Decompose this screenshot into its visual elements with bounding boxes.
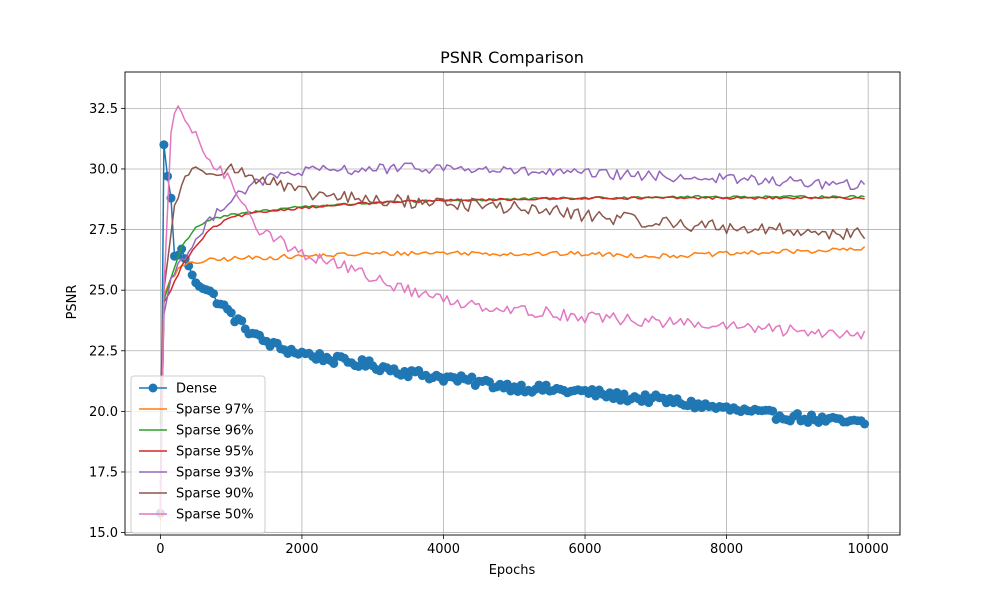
data-point: [237, 316, 247, 326]
y-tick-label: 22.5: [89, 344, 118, 359]
chart-title: PSNR Comparison: [440, 48, 584, 67]
x-tick-label: 8000: [710, 542, 743, 557]
y-tick-label: 27.5: [89, 223, 118, 238]
data-point: [357, 355, 367, 365]
data-point: [315, 349, 325, 358]
data-point: [467, 372, 477, 382]
data-point: [637, 396, 647, 406]
data-point: [329, 359, 339, 368]
x-tick-label: 2000: [285, 542, 318, 557]
legend-label: Sparse 97%: [176, 403, 254, 418]
data-point: [354, 362, 364, 371]
series-sparse-95: [159, 196, 865, 509]
legend-label: Sparse 50%: [176, 508, 254, 523]
legend-item-sparse-95: Sparse 95%: [139, 445, 254, 460]
data-point: [803, 417, 813, 427]
y-tick-label: 32.5: [89, 102, 118, 117]
series-line-sparse-97: [159, 246, 866, 521]
series-group: [155, 105, 870, 521]
legend-item-dense: Dense: [139, 382, 217, 397]
data-point: [516, 380, 526, 390]
legend-item-sparse-96: Sparse 96%: [139, 424, 254, 439]
series-line-sparse-95: [159, 196, 865, 509]
series-sparse-97: [159, 246, 866, 521]
axis-ticks: 0 2000 4000 6000 8000 10000 15.0 17.5 20.0 22.5 25…: [89, 102, 889, 557]
y-tick-label: 15.0: [89, 526, 118, 541]
legend-label: Sparse 93%: [176, 466, 254, 481]
legend-label: Sparse 96%: [176, 424, 254, 439]
series-sparse-50: [159, 105, 866, 511]
axes-frame: [124, 71, 901, 536]
data-point: [612, 388, 622, 397]
x-tick-label: 10000: [847, 542, 888, 557]
y-axis-label: PSNR: [65, 285, 80, 320]
legend-label: Sparse 95%: [176, 445, 254, 460]
x-tick-label: 0: [156, 542, 164, 557]
data-point: [640, 390, 650, 400]
data-point: [209, 289, 218, 299]
y-tick-label: 30.0: [89, 162, 118, 177]
legend-item-sparse-50: Sparse 50%: [139, 508, 254, 523]
legend-item-sparse-93: Sparse 93%: [139, 466, 254, 481]
y-tick-label: 20.0: [89, 405, 118, 420]
y-tick-label: 25.0: [89, 284, 118, 299]
data-point: [619, 389, 629, 399]
series-line-sparse-90: [159, 163, 866, 412]
legend-item-sparse-90: Sparse 90%: [139, 487, 254, 502]
data-point: [860, 419, 870, 429]
legend-marker: [148, 383, 158, 393]
data-point: [792, 409, 802, 419]
data-point: [226, 308, 236, 318]
series-dense: [155, 140, 870, 518]
series-line-sparse-50: [159, 105, 866, 511]
x-tick-label: 6000: [568, 542, 601, 557]
data-point: [159, 140, 169, 150]
legend-label: Sparse 90%: [176, 487, 254, 502]
y-tick-label: 17.5: [89, 465, 118, 480]
series-sparse-93: [159, 162, 866, 485]
legend-label: Dense: [176, 382, 217, 397]
data-point: [502, 379, 512, 389]
data-point: [768, 406, 778, 416]
data-point: [163, 171, 172, 181]
data-point: [686, 396, 696, 406]
series-sparse-90: [159, 163, 866, 412]
x-tick-label: 4000: [427, 542, 460, 557]
legend-item-sparse-97: Sparse 97%: [139, 403, 254, 418]
x-axis-label: Epochs: [489, 563, 536, 578]
data-point: [187, 270, 197, 280]
legend: Dense Sparse 97% Sparse 96% Sparse 95% Spars…: [130, 375, 266, 534]
series-line-sparse-93: [159, 162, 866, 485]
